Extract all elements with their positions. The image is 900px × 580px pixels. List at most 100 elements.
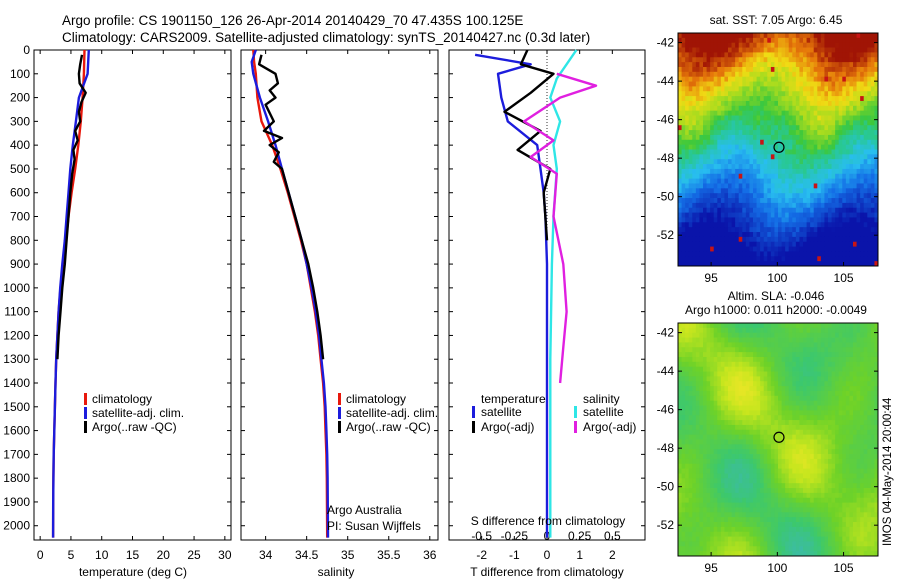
- map-cell: [767, 429, 772, 436]
- map-cell: [742, 478, 747, 484]
- map-cell: [813, 488, 818, 494]
- map-cell: [767, 458, 772, 465]
- map-cell: [688, 76, 693, 82]
- map-cell: [785, 168, 790, 175]
- map-cell: [842, 366, 847, 372]
- map-cell: [699, 361, 704, 368]
- map-cell: [767, 424, 772, 431]
- map-cell: [820, 332, 825, 338]
- map-cell: [717, 100, 722, 107]
- map-cell: [795, 342, 800, 348]
- map-cell: [692, 42, 697, 48]
- map-cell: [795, 241, 800, 247]
- map-cell: [842, 125, 847, 131]
- map-cell: [699, 381, 704, 387]
- map-cell: [706, 488, 711, 494]
- map-cell: [692, 86, 697, 92]
- map-cell: [799, 149, 804, 155]
- map-cell: [756, 424, 761, 431]
- map-cell: [763, 125, 768, 131]
- map-cell: [813, 439, 818, 445]
- map-cell: [699, 149, 704, 155]
- map-cell: [842, 139, 847, 146]
- map-cell: [692, 139, 697, 146]
- map-cell: [695, 207, 700, 213]
- map-cell: [824, 193, 829, 199]
- map-cell: [817, 371, 822, 377]
- map-cell: [763, 120, 768, 126]
- map-cell: [742, 337, 747, 343]
- map-cell: [703, 232, 707, 238]
- map-cell: [742, 57, 747, 63]
- map-cell: [856, 217, 861, 223]
- map-cell: [695, 164, 700, 170]
- map-cell: [717, 183, 722, 189]
- map-cell: [795, 483, 800, 489]
- map-cell: [828, 352, 832, 358]
- map-cell: [717, 256, 722, 262]
- map-cell: [817, 347, 822, 353]
- map-cell: [713, 356, 718, 363]
- map-cell: [713, 47, 718, 53]
- map-cell: [795, 327, 800, 334]
- map-cell: [845, 159, 850, 165]
- map-cell: [835, 222, 840, 228]
- map-cell: [710, 47, 715, 53]
- map-cell: [753, 217, 757, 223]
- map-cell: [699, 342, 704, 348]
- map-cell: [860, 405, 865, 411]
- map-cell: [717, 483, 722, 489]
- map-cell: [860, 236, 865, 243]
- map-cell: [785, 154, 790, 160]
- map-cell: [731, 473, 736, 479]
- map-cell: [831, 207, 836, 213]
- map-cell: [770, 222, 775, 228]
- map-cell: [781, 188, 786, 194]
- map-cell: [678, 347, 682, 353]
- map-cell: [781, 323, 786, 329]
- map-cell: [770, 251, 775, 257]
- map-cell: [692, 454, 697, 460]
- map-cell: [735, 105, 740, 112]
- map-cell: [792, 96, 797, 102]
- map-cell: [756, 352, 761, 358]
- map-cell: [685, 424, 690, 431]
- map-cell: [781, 115, 786, 121]
- map-cell: [749, 410, 754, 416]
- map-cell: [717, 81, 722, 87]
- map-cell: [706, 376, 711, 382]
- map-cell: [767, 366, 772, 372]
- map-cell: [849, 376, 854, 382]
- map-cell: [717, 371, 722, 377]
- map-cell: [749, 400, 754, 406]
- map-cell: [835, 444, 840, 450]
- map-cell: [703, 222, 707, 228]
- map-cell: [824, 381, 829, 387]
- map-cell: [785, 173, 790, 180]
- map-cell: [870, 198, 875, 204]
- map-cell: [742, 76, 747, 82]
- map-cell: [824, 96, 829, 102]
- map-cell: [813, 323, 818, 329]
- map-cell: [803, 454, 807, 460]
- map-cell: [745, 62, 750, 68]
- map-cell: [767, 125, 772, 131]
- map-cell: [874, 144, 879, 150]
- map-cell: [835, 439, 840, 445]
- map-cell: [742, 424, 747, 431]
- map-cell: [728, 410, 732, 416]
- map-cell: [678, 125, 682, 131]
- map-cell: [781, 468, 786, 474]
- map-cell: [753, 337, 757, 343]
- map-cell: [685, 52, 690, 58]
- map-cell: [760, 342, 765, 348]
- map-cell: [781, 463, 786, 470]
- map-cell: [728, 217, 732, 223]
- map-cell: [817, 246, 822, 252]
- map-cell: [731, 390, 736, 397]
- map-cell: [806, 100, 811, 107]
- map-cell: [753, 424, 757, 431]
- map-cell: [845, 488, 850, 494]
- map-cell: [706, 332, 711, 338]
- map-cell: [788, 458, 793, 465]
